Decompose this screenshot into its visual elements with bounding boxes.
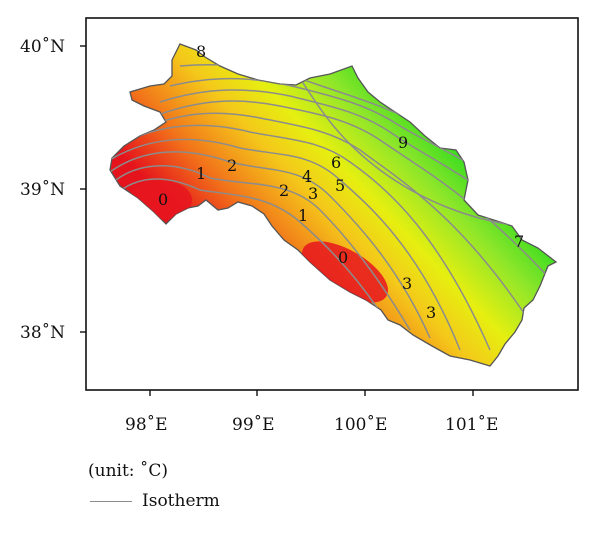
isotherm-label: 3 bbox=[308, 184, 318, 203]
isotherm-label: 8 bbox=[196, 42, 206, 61]
isotherm-label: 3 bbox=[426, 303, 436, 322]
lon-label-98: 98˚E bbox=[125, 415, 168, 435]
map-frame bbox=[85, 17, 579, 391]
legend-isotherm: Isotherm bbox=[88, 486, 220, 516]
lat-axis bbox=[80, 45, 86, 333]
isotherm-label: 0 bbox=[338, 248, 348, 267]
lon-axis bbox=[149, 390, 474, 396]
lat-label-38: 38˚N bbox=[20, 323, 65, 343]
isotherm-label: 7 bbox=[514, 232, 524, 251]
isotherm-label: 2 bbox=[279, 181, 289, 200]
isotherm-label: 6 bbox=[331, 153, 341, 172]
isotherm-line-icon bbox=[90, 500, 132, 502]
unit-label: (unit: ˚C) bbox=[88, 461, 169, 481]
isotherm-label: 9 bbox=[398, 133, 408, 152]
isotherm-label: 2 bbox=[227, 156, 237, 175]
lon-label-99: 99˚E bbox=[232, 415, 275, 435]
isotherm-label: 0 bbox=[158, 190, 168, 209]
lon-label-101: 101˚E bbox=[445, 415, 498, 435]
isotherm-label: 4 bbox=[302, 167, 312, 186]
isotherm-label-text: Isotherm bbox=[142, 491, 220, 511]
isotherm-label: 3 bbox=[402, 274, 412, 293]
lat-label-39: 39˚N bbox=[20, 180, 65, 200]
isotherm-label: 1 bbox=[196, 164, 206, 183]
isotherm-label: 1 bbox=[298, 206, 308, 225]
lat-label-40: 40˚N bbox=[20, 37, 65, 57]
legend-unit: (unit: ˚C) bbox=[88, 456, 220, 486]
legend: (unit: ˚C) Isotherm bbox=[88, 456, 220, 516]
isotherm-label: 5 bbox=[335, 176, 345, 195]
lon-label-100: 100˚E bbox=[334, 415, 387, 435]
